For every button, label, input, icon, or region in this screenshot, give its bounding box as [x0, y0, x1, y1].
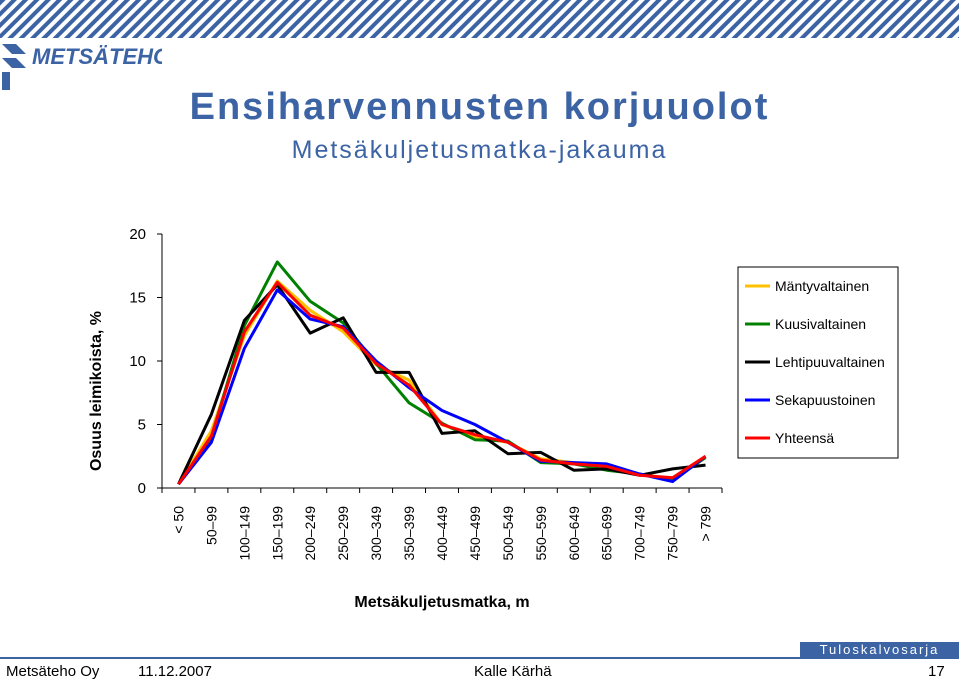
- x-tick-label: < 50: [170, 506, 186, 534]
- x-tick-label: 350–399: [401, 506, 417, 561]
- y-tick-label: 10: [129, 353, 146, 370]
- x-tick-label: 600–649: [566, 506, 582, 561]
- x-tick-label: 650–699: [599, 506, 615, 561]
- line-chart: 0 5 10 15 20 < 50 50–99 100–149 150–199 200–249 25…: [88, 226, 899, 611]
- x-tick-label: 700–749: [632, 506, 648, 561]
- series-line: [177, 288, 707, 486]
- legend-box: [737, 266, 899, 459]
- y-tick-label: 20: [129, 226, 146, 243]
- x-tick-label: 450–499: [467, 506, 483, 561]
- footer-author: Kalle Kärhä: [474, 663, 552, 680]
- footer-company: Metsäteho Oy: [6, 663, 100, 680]
- footer-divider: [0, 657, 959, 659]
- x-tick-label: 250–299: [335, 506, 351, 561]
- footer-date: 11.12.2007: [138, 663, 212, 680]
- x-tick-label: 150–199: [269, 506, 285, 561]
- x-tick-label: 50–99: [203, 506, 219, 545]
- logo-text: METSÄTEHO: [32, 44, 162, 69]
- y-axis-title: Osuus leimikoista, %: [88, 311, 105, 471]
- y-tick-label: 0: [138, 480, 146, 497]
- legend-label: Yhteensä: [775, 430, 834, 446]
- y-tick-label: 5: [138, 417, 146, 434]
- page-title: Ensiharvennusten korjuuolot: [189, 86, 770, 128]
- legend-label: Lehtipuuvaltainen: [775, 354, 885, 370]
- page-subtitle: Metsäkuljetusmatka-jakauma: [291, 136, 668, 164]
- x-tick-label: 200–249: [302, 506, 318, 561]
- x-axis-title: Metsäkuljetusmatka, m: [354, 594, 529, 611]
- series-line: [177, 280, 707, 486]
- x-tick-label: 400–449: [434, 506, 450, 561]
- x-tick-label: > 799: [698, 506, 714, 542]
- header-stripe-band: [0, 0, 959, 38]
- x-tick-label: 500–549: [500, 506, 516, 561]
- x-tick-label: 550–599: [533, 506, 549, 561]
- legend-label: Kuusivaltainen: [775, 316, 866, 332]
- x-tick-label: 300–349: [368, 506, 384, 561]
- x-tick-label: 100–149: [236, 506, 252, 561]
- x-tick-label: 750–799: [665, 506, 681, 561]
- legend-label: Sekapuustoinen: [775, 392, 875, 408]
- series-tag: Tuloskalvosarja: [800, 642, 959, 657]
- footer-page-number: 17: [928, 663, 945, 680]
- y-tick-label: 15: [129, 290, 146, 307]
- legend-label: Mäntyvaltainen: [775, 278, 869, 294]
- metsateho-logo: METSÄTEHO: [2, 44, 162, 90]
- series-line: [177, 260, 707, 486]
